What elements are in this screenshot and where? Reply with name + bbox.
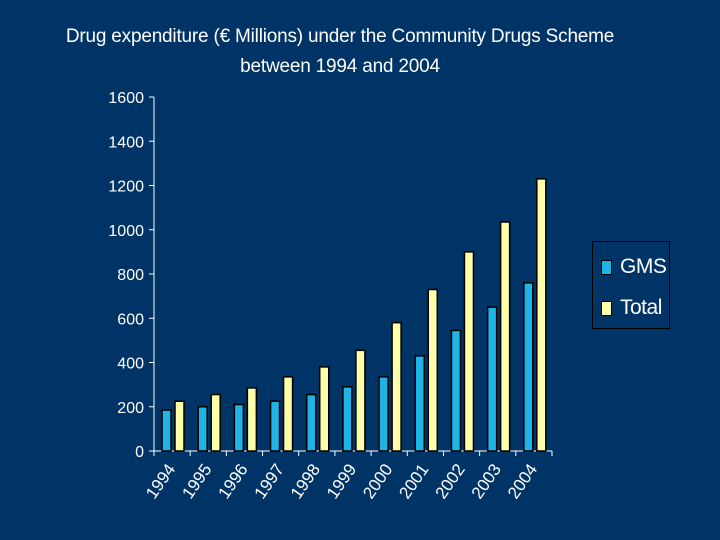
y-tick-label: 1200 (108, 179, 144, 196)
bar-gms-1997 (269, 400, 281, 452)
y-tick-label: 1600 (108, 90, 144, 107)
bar-total-1999 (355, 349, 366, 452)
bar-gms-1998 (305, 393, 317, 452)
y-tick-label: 0 (135, 444, 144, 461)
x-tick-label: 2004 (504, 460, 541, 502)
bar-gms-1996 (233, 403, 245, 452)
legend-label-total: Total (620, 296, 662, 319)
x-tick-label: 2003 (468, 460, 505, 502)
legend-item-total: Total (601, 295, 662, 321)
x-tick-label: 1994 (142, 460, 179, 502)
legend-swatch-total (601, 300, 612, 316)
bar-total-1997 (282, 376, 294, 452)
chart-title-line-2: between 1994 and 2004 (240, 56, 440, 77)
bar-gms-2000 (378, 376, 389, 452)
legend-swatch-gms (601, 259, 612, 275)
bar-gms-2001 (414, 355, 426, 452)
bar-total-2003 (499, 221, 511, 452)
bar-gms-1994 (161, 409, 172, 452)
x-tick-label: 1998 (287, 460, 324, 502)
y-tick-label: 600 (117, 311, 144, 328)
x-tick-label: 2000 (359, 460, 396, 502)
chart-legend: GMS Total (592, 241, 670, 329)
x-tick-label: 1999 (323, 460, 360, 502)
bar-gms-1995 (197, 406, 208, 452)
x-tick-label: 1995 (178, 460, 215, 502)
y-tick-label: 200 (117, 400, 144, 417)
bar-total-1994 (174, 400, 185, 452)
bar-gms-2004 (523, 282, 534, 452)
bar-total-2000 (391, 321, 402, 452)
x-tick-label: 2002 (432, 460, 469, 502)
bar-gms-2003 (486, 306, 498, 452)
chart-title-line-1: Drug expenditure (€ Millions) under the … (65, 26, 615, 47)
bar-gms-1999 (342, 386, 353, 452)
y-tick-label: 1000 (108, 223, 144, 240)
bar-total-1998 (318, 366, 330, 452)
legend-label-gms: GMS (620, 255, 667, 278)
x-tick-label: 1996 (214, 460, 251, 502)
y-tick-label: 1400 (108, 134, 144, 151)
bar-total-1996 (246, 387, 258, 452)
bar-total-1995 (210, 393, 221, 452)
legend-item-gms: GMS (601, 254, 667, 280)
bar-gms-2002 (450, 329, 462, 452)
y-tick-label: 400 (117, 356, 144, 373)
x-tick-label: 2001 (395, 460, 432, 502)
bar-total-2002 (463, 251, 475, 452)
bar-total-2001 (427, 288, 439, 452)
x-tick-label: 1997 (251, 460, 288, 502)
y-tick-label: 800 (117, 267, 144, 284)
bar-total-2004 (536, 178, 547, 452)
chart-title: Drug expenditure (€ Millions) under the … (60, 22, 620, 82)
